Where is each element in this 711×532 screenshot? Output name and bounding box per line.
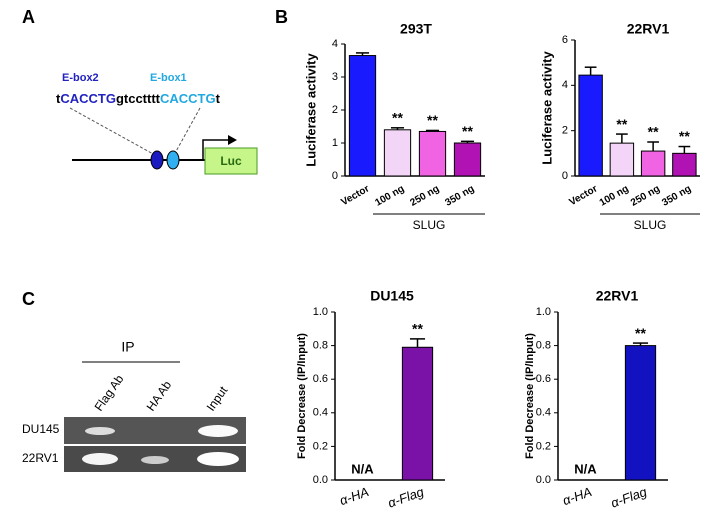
seq-part: CACCTG (160, 91, 216, 106)
significance: ** (392, 110, 403, 126)
x-tick-label: α-Flag (386, 484, 427, 511)
y-tick-label: 0.8 (536, 340, 551, 352)
y-tick-label: 0.4 (313, 407, 328, 419)
bar (401, 346, 434, 481)
x-tick-label: 350 ng (660, 183, 693, 208)
bar (348, 55, 377, 177)
band (141, 456, 169, 464)
x-tick-label: Vector (567, 183, 599, 208)
y-tick-label: 1 (332, 137, 338, 149)
dash-line (69, 107, 156, 156)
x-tick-label: 250 ng (629, 183, 662, 208)
value-label: N/A (574, 461, 597, 476)
y-tick-label: 0.2 (536, 440, 551, 452)
bar (624, 345, 657, 481)
dash-line (173, 107, 201, 156)
x-tick-label: 100 ng (373, 183, 406, 208)
chart-title: 293T (400, 21, 432, 37)
y-tick-label: 0.8 (313, 340, 328, 352)
ip-header: IP (121, 339, 134, 355)
lane-label: Flag Ab (92, 372, 127, 414)
ebox2-label: E-box2 (62, 72, 99, 84)
ebox1-site (166, 150, 180, 170)
lane-label: HA Ab (144, 378, 175, 414)
bar (418, 130, 447, 177)
band (82, 453, 118, 465)
x-tick-label: Vector (339, 183, 371, 208)
bar (672, 152, 697, 177)
y-tick-label: 1.0 (536, 306, 551, 318)
y-tick-label: 0.0 (536, 474, 551, 486)
chart-title: 22RV1 (596, 288, 639, 304)
x-tick-label: α-Flag (609, 484, 650, 511)
luc-box (204, 147, 258, 175)
y-axis-label: Fold Decrease (IP/Input) (296, 333, 308, 459)
x-tick-label: 350 ng (443, 183, 476, 208)
ebox2-site (150, 150, 164, 170)
y-tick-label: 0.6 (536, 373, 551, 385)
band (85, 427, 115, 435)
y-tick-label: 1.0 (313, 306, 328, 318)
bar (640, 150, 666, 177)
y-axis-label: Fold Decrease (IP/Input) (524, 333, 536, 459)
significance: ** (679, 128, 690, 144)
bar (609, 142, 635, 177)
x-tick-label: α-HA (561, 484, 594, 508)
significance: ** (462, 123, 473, 139)
group-label: SLUG (634, 218, 667, 232)
y-tick-label: 0.6 (313, 373, 328, 385)
chart-title: DU145 (370, 288, 414, 304)
panel-label: A (22, 7, 35, 27)
seq-part: gtcctttt (116, 91, 161, 106)
x-tick-label: 250 ng (408, 183, 441, 208)
chart-title: 22RV1 (627, 21, 670, 37)
bar (453, 142, 482, 177)
seq-part: t (216, 91, 221, 106)
y-axis-label: Luciferase activity (303, 53, 318, 167)
y-tick-label: 6 (562, 34, 568, 46)
significance: ** (412, 321, 423, 337)
significance: ** (616, 116, 627, 132)
y-tick-label: 4 (332, 38, 338, 50)
x-tick-label: 100 ng (598, 183, 631, 208)
y-tick-label: 3 (332, 71, 338, 83)
group-label: SLUG (413, 218, 446, 232)
panel-label: B (275, 7, 288, 27)
y-tick-label: 4 (562, 79, 568, 91)
seq-part: CACCTG (60, 91, 116, 106)
row-label: DU145 (22, 422, 60, 436)
y-tick-label: 0 (332, 170, 338, 182)
bar (578, 74, 603, 177)
significance: ** (635, 325, 646, 341)
band (198, 425, 238, 437)
y-tick-label: 2 (332, 104, 338, 116)
seq-part: t (56, 91, 61, 106)
value-label: N/A (351, 461, 374, 476)
tss-arrow (202, 139, 228, 160)
ebox1-label: E-box1 (150, 72, 187, 84)
bar (383, 129, 412, 177)
band (197, 452, 239, 466)
y-tick-label: 0.4 (536, 407, 551, 419)
x-tick-label: α-HA (338, 484, 371, 508)
lane-label: Input (204, 383, 231, 413)
y-axis-label: Luciferase activity (539, 51, 554, 165)
y-tick-label: 0.2 (313, 440, 328, 452)
arrowhead (228, 135, 237, 145)
luc-label: Luc (220, 154, 242, 168)
sequence: tCACCTGgtccttttCACCTGt (56, 91, 221, 106)
significance: ** (427, 112, 438, 128)
significance: ** (648, 124, 659, 140)
y-tick-label: 0 (562, 170, 568, 182)
y-tick-label: 2 (562, 125, 568, 137)
row-label: 22RV1 (22, 451, 59, 465)
panel-label: C (22, 289, 35, 309)
y-tick-label: 0.0 (313, 474, 328, 486)
